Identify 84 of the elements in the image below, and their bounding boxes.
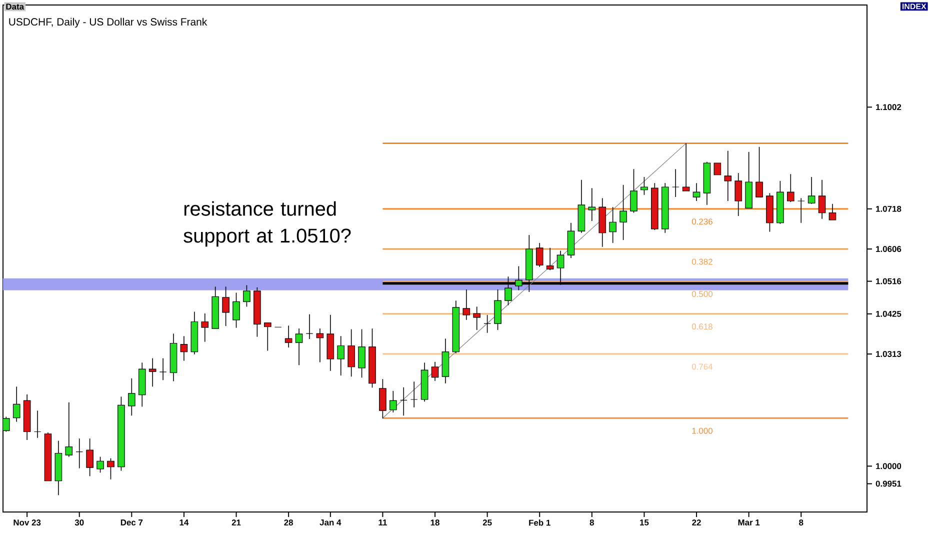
candlestick	[536, 242, 544, 268]
candlestick	[295, 328, 303, 366]
candlestick	[159, 358, 167, 381]
candlestick	[107, 458, 114, 480]
x-tick-label: 15	[640, 520, 649, 526]
x-tick-label: Nov 23	[14, 520, 41, 526]
annotation: 0.382	[692, 258, 712, 265]
candlestick	[692, 182, 700, 202]
x-tick-label: Dec 7	[120, 520, 143, 526]
candlestick	[818, 179, 826, 220]
candlestick	[306, 314, 314, 340]
y-tick-label: 1.1002	[876, 104, 902, 110]
candlestick	[620, 184, 627, 240]
candlestick	[148, 358, 156, 387]
annotation: 0.500	[692, 290, 712, 297]
text: USDCHF, Daily - US Dollar vs Swiss Frank	[9, 18, 208, 28]
annotation: 1.000	[692, 428, 712, 434]
y-tick-label: 1.0516	[876, 278, 902, 284]
candlestick	[379, 378, 386, 419]
candlestick	[348, 328, 355, 377]
candlestick	[808, 176, 816, 204]
x-tick-label: 8	[799, 520, 804, 526]
x-tick-label: 21	[232, 520, 241, 526]
candlestick	[76, 438, 84, 469]
candlestick	[400, 386, 408, 416]
y-tick-label: 0.9951	[876, 480, 902, 487]
x-tick-label: 8	[590, 520, 594, 526]
x-tick-label: 11	[378, 520, 387, 526]
candlestick	[284, 325, 292, 348]
candlestick	[34, 410, 42, 438]
candlestick	[264, 322, 272, 352]
y-tick-label: 1.0718	[876, 206, 902, 212]
candlestick	[222, 286, 230, 326]
candlestick	[724, 150, 732, 202]
candlestick	[390, 390, 397, 413]
annotation: resistance turned support at 1.0510?	[184, 201, 351, 247]
candlestick	[797, 198, 805, 224]
candlestick	[232, 292, 240, 328]
y-tick-label: 1.0000	[876, 463, 902, 470]
candlestick	[494, 289, 502, 330]
y-tick-label: 1.0425	[876, 310, 902, 317]
x-tick-label: Feb 1	[529, 520, 550, 526]
x-tick-label: 18	[430, 520, 440, 526]
annotation: 0.236	[692, 218, 712, 225]
y-tick-label: 1.0606	[876, 246, 902, 252]
annotation: 0.764	[692, 364, 713, 370]
candlestick	[86, 438, 94, 477]
x-tick-label: 30	[74, 520, 84, 526]
candlestick	[243, 284, 250, 308]
candlestick	[630, 168, 638, 214]
candlestick	[756, 146, 763, 198]
candlestick	[640, 176, 648, 196]
candlestick	[609, 206, 616, 244]
candlestick	[462, 289, 470, 320]
candlestick	[12, 386, 20, 422]
candlestick	[787, 174, 794, 202]
annotation: 0.618	[692, 324, 712, 330]
candlestick	[682, 142, 690, 192]
candlestick	[96, 456, 104, 473]
x-tick-label: 14	[180, 520, 189, 526]
candlestick	[316, 328, 324, 363]
x-tick-label: 25	[482, 520, 492, 526]
candlestick	[734, 172, 742, 216]
candlestick	[65, 402, 73, 458]
candlestick	[358, 328, 366, 378]
candlestick	[128, 378, 136, 416]
x-tick-label: 22	[692, 520, 701, 526]
candlestick	[546, 248, 554, 271]
candlestick	[431, 361, 439, 382]
candlestick	[410, 381, 418, 408]
candlestick	[672, 168, 680, 198]
x-tick-label: Jan 4	[320, 520, 342, 526]
candlestick	[201, 313, 209, 342]
candlestick	[588, 188, 596, 222]
candlestick	[473, 306, 480, 330]
x-tick-label: 28	[284, 520, 294, 526]
annotation: Data	[6, 4, 24, 10]
candlestick	[714, 162, 722, 176]
candlestick	[828, 203, 836, 220]
y-tick-label: 1.0313	[876, 350, 902, 357]
candlestick	[484, 314, 491, 334]
x-tick-label: Mar 1	[738, 520, 760, 526]
candlestick	[337, 336, 345, 376]
candlestick	[180, 336, 188, 362]
